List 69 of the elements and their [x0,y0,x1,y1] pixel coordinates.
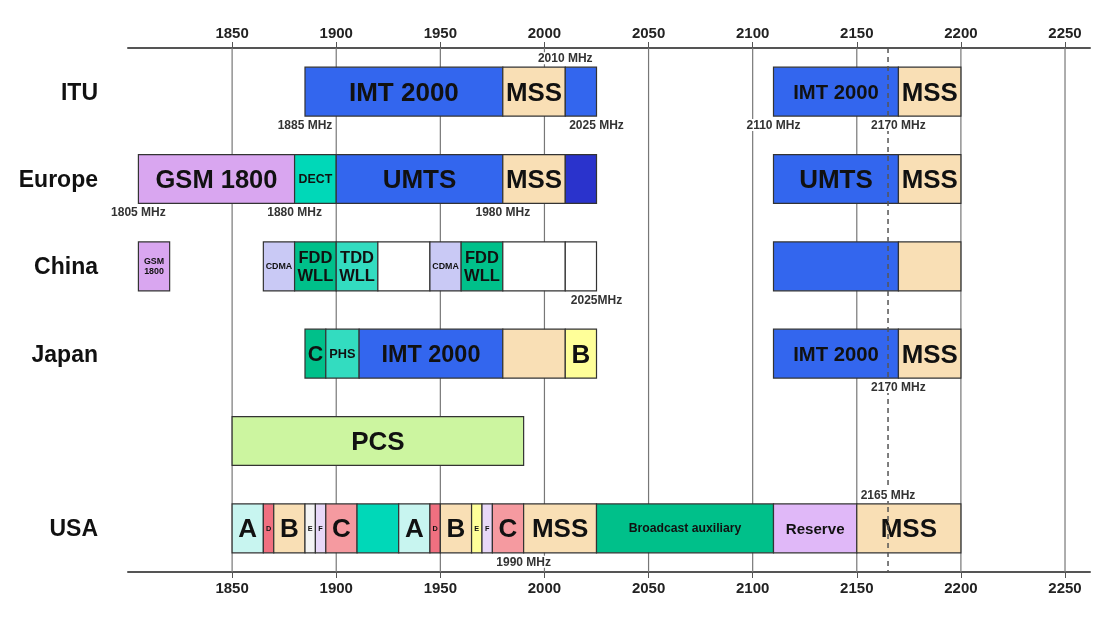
x-tick-label: 2150 [840,24,874,41]
annotation: 2170 MHz [871,380,926,395]
y-tick-label: ITU [60,78,98,105]
x-tick-label: 2200 [944,24,978,41]
x-tick-label: 2050 [631,24,666,41]
x2-tick-label: 1950 [423,579,458,596]
data-label: CDMA [432,261,460,272]
annotation: 1885 MHz [277,118,333,133]
data-label: A [238,513,258,544]
x-tick-label: 2250 [1048,24,1082,41]
x-tick-label: 1850 [215,24,249,41]
data-label: Reserve [785,519,845,537]
data-label: DECT [298,172,333,186]
data-label: MSS [880,513,938,544]
annotation: 2025MHz [570,292,623,307]
data-label: FDD WLL [297,248,334,285]
annotation: 2025 MHz [569,118,624,133]
data-label: PCS [351,426,405,456]
data-label: MSS [531,513,589,544]
x2-tick-label: 2100 [735,579,770,596]
data-label: MSS [901,165,958,193]
x2-tick-label: 2050 [631,579,666,596]
data-label: CDMA [265,261,293,272]
data-label: GSM 1800 [143,256,165,277]
data-label: MSS [901,77,958,106]
data-label: MSS [901,339,958,368]
data-label: B [279,513,299,544]
annotation: 2010 MHz [537,51,593,66]
data-label: IMT 2000 [793,80,879,103]
data-label: MSS [506,165,563,193]
annotation: 1880 MHz [267,205,322,220]
x-tick-label: 2000 [527,24,562,41]
x-tick-label: 2100 [735,24,770,41]
data-label: TDD WLL [339,248,375,285]
data-label: UMTS [382,164,457,194]
x2-tick-label: 2000 [527,579,562,596]
data-label: IMT 2000 [381,340,481,367]
bar [231,415,525,467]
annotation: 2110 MHz [746,118,801,133]
x-tick-label: 1950 [423,24,458,41]
annotation: 2170 MHz [871,118,926,133]
data-label: A [404,513,424,544]
data-label: FDD WLL [464,248,500,285]
y-tick-label: USA [49,515,98,542]
y-tick-label: Europe [18,166,98,192]
x-tick-label: 1900 [319,24,353,41]
x2-tick-label: 1850 [215,579,249,596]
x2-tick-label: 2150 [840,579,874,596]
x2-tick-label: 2200 [944,579,978,596]
data-label: UMTS [799,164,873,194]
data-label: Broadcast auxiliary [628,521,742,536]
y-tick-label: China [34,253,99,280]
y-tick-label: Japan [31,340,98,367]
x2-tick-label: 1900 [319,579,353,596]
annotation: 1805 MHz [111,205,166,220]
annotation: 1980 MHz [475,205,531,220]
data-label: PHS [329,346,356,362]
data-label: IMT 2000 [793,342,879,365]
data-label: GSM 1800 [155,165,278,193]
ref-line-label: 2165 MHz [860,487,916,502]
data-label: C [498,513,518,544]
data-label: B [571,338,591,369]
data-label: MSS [506,77,563,106]
data-label: C [332,513,352,544]
data-label: B [446,513,466,544]
data-label: C [307,341,324,366]
data-label: IMT 2000 [348,76,459,107]
x2-tick-label: 2250 [1048,579,1082,596]
annotation: 1990 MHz [496,554,551,569]
